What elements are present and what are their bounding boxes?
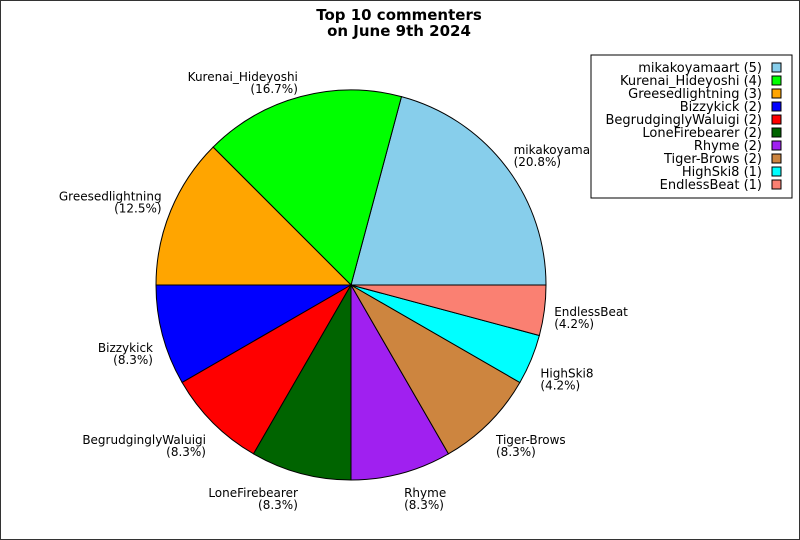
slice-label-EndlessBeat: EndlessBeat — [554, 305, 628, 319]
slice-label-Greesedlightning: Greesedlightning — [59, 190, 162, 204]
pie-slice-Kurenai_Hideyoshi — [212, 89, 403, 286]
slice-percent-BegrudginglyWaluigi: (8.3%) — [166, 445, 206, 459]
legend-swatch-LoneFirebearer — [771, 127, 782, 138]
legend-box — [590, 54, 793, 199]
legend-label-LoneFirebearer: LoneFirebearer (2) — [642, 126, 762, 141]
pie-slice-Tiger-Brows — [349, 283, 521, 455]
legend-swatch-mikakoyamaart — [771, 62, 782, 73]
pie-slice-BegrudginglyWaluigi — [181, 283, 353, 455]
legend-label-EndlessBeat: EndlessBeat (1) — [660, 178, 762, 193]
slice-percent-Greesedlightning: (12.5%) — [114, 202, 161, 216]
pie-slice-Greesedlightning — [155, 146, 353, 286]
chart-subtitle: on June 9th 2024 — [327, 22, 471, 40]
legend-label-Tiger-Brows: Tiger-Brows (2) — [663, 152, 762, 167]
legend-swatch-Kurenai_Hideyoshi — [771, 75, 782, 86]
slice-percent-EndlessBeat: (4.2%) — [554, 317, 594, 331]
slice-percent-Bizzykick: (8.3%) — [113, 353, 153, 367]
slice-label-Bizzykick: Bizzykick — [98, 341, 153, 355]
slice-percent-Rhyme: (8.3%) — [404, 498, 444, 512]
legend-swatch-EndlessBeat — [771, 179, 782, 190]
slice-percent-LoneFirebearer: (8.3%) — [258, 498, 298, 512]
legend-label-HighSki8: HighSki8 (1) — [682, 165, 762, 180]
chart-title: Top 10 commenters — [316, 6, 482, 24]
legend-swatch-Rhyme — [771, 140, 782, 151]
legend: mikakoyamaart (5)Kurenai_Hideyoshi (4)Gr… — [590, 54, 793, 199]
slice-label-LoneFirebearer: LoneFirebearer — [208, 486, 298, 500]
pie-slices — [155, 89, 547, 481]
slice-label-BegrudginglyWaluigi: BegrudginglyWaluigi — [82, 433, 206, 447]
legend-label-Kurenai_Hideyoshi: Kurenai_Hideyoshi (4) — [620, 74, 762, 89]
legend-label-Rhyme: Rhyme (2) — [694, 139, 762, 154]
slice-percent-HighSki8: (4.2%) — [540, 379, 580, 393]
pie-slice-LoneFirebearer — [252, 283, 352, 481]
legend-swatch-HighSki8 — [771, 166, 782, 177]
slice-labels: mikakoyamaart(20.8%) Kurenai_Hideyoshi(16… — [59, 70, 628, 512]
legend-swatch-Tiger-Brows — [771, 153, 782, 164]
legend-label-Bizzykick: Bizzykick (2) — [680, 100, 762, 115]
legend-label-Greesedlightning: Greesedlightning (3) — [628, 87, 762, 102]
legend-label-mikakoyamaart: mikakoyamaart (5) — [638, 61, 762, 76]
pie-slice-Bizzykick — [155, 284, 353, 384]
pie-slice-EndlessBeat — [350, 284, 547, 337]
pie-slice-Rhyme — [350, 283, 450, 481]
legend-swatch-Bizzykick — [771, 101, 782, 112]
pie-slice-mikakoyamaart — [350, 96, 547, 286]
slice-label-mikakoyamaart: mikakoyamaart — [514, 143, 608, 157]
legend-swatch-Greesedlightning — [771, 88, 782, 99]
slice-percent-mikakoyamaart: (20.8%) — [514, 155, 561, 169]
slice-percent-Tiger-Brows: (8.3%) — [496, 445, 536, 459]
slice-label-Rhyme: Rhyme — [404, 486, 446, 500]
slice-label-HighSki8: HighSki8 — [540, 367, 593, 381]
legend-label-BegrudginglyWaluigi: BegrudginglyWaluigi (2) — [605, 113, 762, 128]
slice-percent-Kurenai_Hideyoshi: (16.7%) — [250, 82, 297, 96]
slice-label-Tiger-Brows: Tiger-Brows — [495, 433, 566, 447]
slice-label-Kurenai_Hideyoshi: Kurenai_Hideyoshi — [188, 70, 298, 84]
legend-swatch-BegrudginglyWaluigi — [771, 114, 782, 125]
